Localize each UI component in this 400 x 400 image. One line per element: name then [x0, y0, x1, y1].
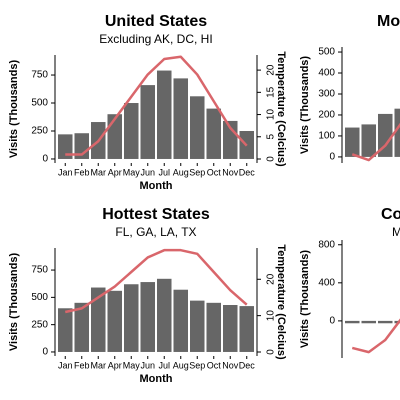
x-tick-label: Jan: [58, 167, 73, 177]
bar: [189, 96, 205, 159]
chart-title: Mo: [377, 13, 400, 30]
x-tick-label: Feb: [74, 167, 90, 177]
y-axis-label: Visits (Thousands): [299, 250, 311, 349]
y-tick-label: 750: [31, 70, 48, 81]
bar: [377, 113, 393, 157]
x-tick-label: Jan: [58, 360, 73, 370]
x-tick-label: Aug: [173, 360, 189, 370]
x-axis-label: Month: [140, 180, 173, 192]
bar: [156, 70, 172, 159]
y-tick-label: 500: [31, 98, 48, 109]
bar: [140, 282, 156, 352]
bar: [74, 302, 90, 352]
bar: [173, 78, 189, 159]
x-tick-label: Mar: [91, 360, 107, 370]
y2-axis-label: Temperature (Celcius): [275, 51, 287, 167]
y-tick-label: 0: [329, 152, 335, 163]
bar: [222, 305, 238, 352]
x-tick-label: Oct: [207, 360, 222, 370]
x-tick-label: Mar: [91, 167, 107, 177]
x-tick-label: Aug: [173, 167, 189, 177]
y2-tick-label: 10: [266, 109, 277, 121]
y-tick-label: 750: [31, 265, 48, 276]
y2-axis-label: Temperature (Celcius): [275, 244, 287, 360]
x-tick-label: Jul: [158, 360, 170, 370]
chart-title: Co: [381, 206, 400, 223]
y-tick-label: 300: [318, 89, 335, 100]
y-tick-label: 250: [31, 126, 48, 137]
chart-title: United States: [105, 13, 207, 30]
chart-subtitle: Excluding AK, DC, HI: [99, 32, 212, 46]
bar: [57, 134, 73, 159]
y2-tick-label: 10: [266, 310, 277, 322]
y-tick-label: 0: [329, 316, 335, 327]
x-tick-label: Nov: [222, 167, 239, 177]
bar: [123, 284, 139, 352]
bar: [239, 306, 255, 352]
x-tick-label: Nov: [222, 360, 239, 370]
bar: [344, 127, 360, 157]
y-tick-label: 400: [318, 277, 335, 288]
bar: [156, 278, 172, 352]
x-tick-label: Dec: [239, 360, 256, 370]
chart-subtitle: M: [392, 225, 400, 239]
y-tick-label: 0: [42, 347, 48, 358]
y-tick-label: 400: [318, 68, 335, 79]
x-tick-label: Jun: [140, 167, 155, 177]
y2-tick-label: 0: [266, 156, 277, 162]
y2-tick-label: 5: [266, 134, 277, 140]
chart-subtitle: FL, GA, LA, TX: [115, 225, 196, 239]
x-tick-label: May: [123, 167, 141, 177]
y-axis-label: Visits (Thousands): [299, 56, 311, 155]
x-tick-label: Jul: [158, 167, 170, 177]
y-axis-label: Visits (Thousands): [8, 60, 20, 159]
bar: [344, 320, 360, 324]
temperature-line: [351, 318, 400, 354]
bar: [173, 289, 189, 352]
bar: [57, 308, 73, 352]
y-tick-label: 100: [318, 131, 335, 142]
bar: [189, 300, 205, 352]
x-tick-label: Apr: [108, 167, 122, 177]
bar: [107, 290, 123, 352]
bar: [206, 302, 222, 352]
x-tick-label: Apr: [108, 360, 122, 370]
chart-title: Hottest States: [102, 206, 210, 223]
y2-tick-label: 0: [266, 349, 277, 355]
bar: [140, 85, 156, 159]
bar: [123, 103, 139, 159]
y-tick-label: 800: [318, 239, 335, 250]
bar: [90, 287, 106, 352]
temperature-line: [65, 55, 248, 156]
y2-tick-label: 20: [266, 273, 277, 285]
x-tick-label: Sep: [189, 360, 205, 370]
bar: [377, 320, 393, 324]
temperature-line: [351, 122, 400, 162]
x-tick-label: Feb: [74, 360, 90, 370]
bar: [361, 320, 377, 324]
x-tick-label: Jun: [140, 360, 155, 370]
x-tick-label: Dec: [239, 167, 256, 177]
y2-tick-label: 20: [266, 64, 277, 76]
x-tick-label: May: [123, 360, 141, 370]
x-tick-label: Oct: [207, 167, 222, 177]
y-axis-label: Visits (Thousands): [8, 253, 20, 352]
y-tick-label: 500: [31, 292, 48, 303]
y-tick-label: 500: [318, 47, 335, 58]
x-tick-label: Sep: [189, 167, 205, 177]
y2-tick-label: 15: [266, 86, 277, 98]
y-tick-label: 0: [42, 154, 48, 165]
bar: [206, 108, 222, 159]
bar: [394, 108, 400, 157]
y-tick-label: 200: [318, 110, 335, 121]
y-tick-label: 250: [31, 319, 48, 330]
x-axis-label: Month: [140, 373, 173, 385]
temperature-line: [64, 248, 248, 314]
bar: [361, 124, 377, 157]
